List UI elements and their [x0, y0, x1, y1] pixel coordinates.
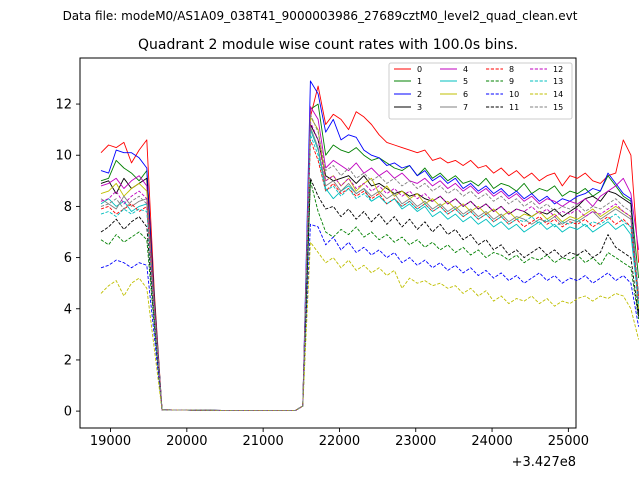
y-axis: 0 2 4 6 8 10 12 [55, 98, 80, 420]
y-tick-label: 2 [64, 353, 72, 368]
axes-frame [79, 57, 577, 429]
legend-label-9: 9 [509, 77, 514, 86]
series-line-13 [100, 134, 640, 412]
x-tick-label: 25000 [548, 434, 589, 449]
legend-label-11: 11 [509, 103, 519, 112]
chart-title: Quadrant 2 module wise count rates with … [138, 37, 518, 53]
legend-label-7: 7 [463, 103, 468, 112]
y-tick-label: 0 [64, 405, 72, 420]
legend-label-8: 8 [509, 65, 514, 74]
series-line-14 [100, 241, 640, 412]
legend-label-1: 1 [417, 77, 422, 86]
x-axis: 19000 20000 21000 22000 23000 24000 25000 [90, 428, 589, 449]
y-tick-label: 6 [64, 251, 72, 266]
legend-label-13: 13 [553, 77, 563, 86]
plot-area: 19000 20000 21000 22000 23000 24000 25000 0 2 4 6… [55, 57, 640, 449]
y-tick-label: 8 [64, 200, 72, 215]
legend-label-4: 4 [463, 65, 468, 74]
legend-label-5: 5 [463, 77, 468, 86]
legend-label-2: 2 [417, 90, 422, 99]
legend-label-12: 12 [553, 65, 563, 74]
y-tick-label: 12 [55, 98, 72, 113]
series-line-12 [100, 121, 640, 412]
figure-suptitle: Data file: modeM0/AS1A09_038T41_90000039… [63, 9, 578, 23]
y-tick-label: 10 [55, 149, 72, 164]
y-tick-label: 4 [64, 302, 72, 317]
legend-label-15: 15 [553, 103, 563, 112]
series-layer [100, 80, 640, 412]
x-tick-label: 21000 [242, 434, 283, 449]
legend-label-6: 6 [463, 90, 468, 99]
x-tick-label: 22000 [319, 434, 360, 449]
legend-label-0: 0 [417, 65, 422, 74]
x-tick-label: 20000 [166, 434, 207, 449]
legend-frame [388, 62, 573, 120]
x-tick-label: 23000 [395, 434, 436, 449]
legend-label-14: 14 [553, 90, 563, 99]
legend-label-3: 3 [417, 103, 422, 112]
series-line-15 [100, 113, 640, 412]
legend-label-10: 10 [509, 90, 519, 99]
x-tick-label: 24000 [471, 434, 512, 449]
x-tick-label: 19000 [90, 434, 131, 449]
x-offset-label: +3.427e8 [512, 455, 576, 470]
